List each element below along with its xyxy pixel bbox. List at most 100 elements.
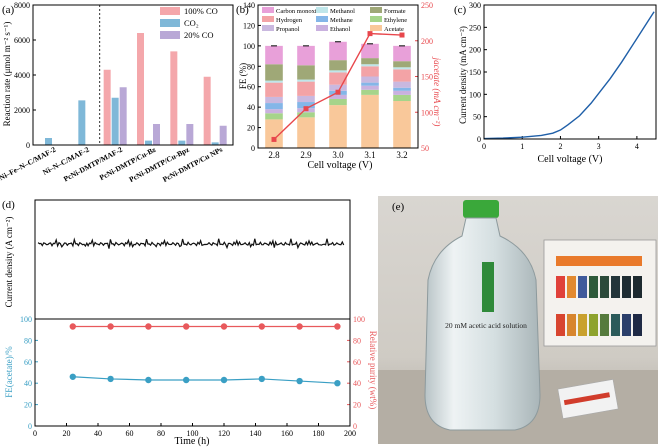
panel-d-bottom-plot: 0 20 40 60 80 100 0 20 40 60 80 100 0 20 40 60 80 100 120 1… <box>20 315 365 438</box>
b-seg-Ethylene-0 <box>265 113 283 120</box>
b-seg-Hydrogen-0 <box>265 82 283 97</box>
a-bar-CO-1 <box>78 100 86 145</box>
a-bar-CO-2 <box>111 97 119 145</box>
ph-swatch <box>633 314 642 336</box>
b-ytick-label: 140 <box>243 1 255 10</box>
panel-a: (a) Reaction rate (μmol m⁻² s⁻¹) 0 2000 40… <box>0 1 234 184</box>
panel-c: (c) Current density (mA cm⁻²) 0 50 100 150 2… <box>454 1 657 165</box>
b-seg-Formate-4 <box>393 61 411 68</box>
ph-swatch <box>556 314 565 336</box>
a-legend-label: 100% CO <box>184 6 218 16</box>
panel-b-xlabels: 2.8 2.9 3.0 3.1 3.2 <box>268 150 407 160</box>
a-bar-20CO-5 <box>219 125 227 145</box>
d-purity-point <box>258 323 265 330</box>
b-legend-swatch <box>316 16 328 22</box>
b-seg-Acetate-2 <box>329 105 347 148</box>
b-legend-label: Propanol <box>276 26 300 33</box>
d-xtick-label: 80 <box>157 429 165 438</box>
d-xtick-label: 120 <box>218 429 230 438</box>
ph-swatch <box>589 314 598 336</box>
d-xtick-label: 40 <box>94 429 102 438</box>
c-ytick-label: 0 <box>477 135 481 144</box>
b-legend-label: Methanol <box>330 8 355 15</box>
b-seg-Methanol-1 <box>297 79 315 82</box>
panel-d-bottom-y2label: Relative purity (wt%) <box>368 331 378 409</box>
b-y2tick-label: 50 <box>421 144 429 153</box>
b-seg-Propanol-1 <box>297 95 315 103</box>
panel-d-xlabel: Time (h) <box>175 436 210 447</box>
a-legend-swatch <box>160 7 180 15</box>
b-seg-Ethanol-4 <box>393 90 411 95</box>
b-jacetate-point <box>367 31 373 37</box>
d-xtick-label: 200 <box>344 429 356 438</box>
panel-c-curve <box>483 11 655 140</box>
b-legend-label: Acetate <box>384 26 404 33</box>
b-y2tick-label: 200 <box>421 37 433 46</box>
panel-b-legend: Carbon monoxide Methanol Formate Hydrogen Me… <box>262 7 407 33</box>
b-ytick-label: 80 <box>247 62 255 71</box>
panel-e-label: (e) <box>392 201 405 213</box>
a-xtick-label: PcNi-DMTP/Cu NPs <box>161 145 224 184</box>
c-ytick-label: 100 <box>469 90 481 99</box>
b-ytick-label: 60 <box>247 83 255 92</box>
b-seg-Hydrogen-2 <box>329 72 347 85</box>
d-ytick-label: 100 <box>20 315 32 324</box>
b-seg-Hydrogen-3 <box>361 66 379 77</box>
b-y2tick-label: 100 <box>421 108 433 117</box>
panel-b-frame <box>257 4 419 149</box>
d-fe-acetate-point <box>334 380 341 387</box>
b-seg-Propanol-2 <box>329 84 347 91</box>
c-xtick-label: 0 <box>482 142 486 151</box>
b-seg-Hydrogen-1 <box>297 81 315 96</box>
panel-a-frame <box>32 4 234 146</box>
a-bar-20CO-4 <box>186 124 194 145</box>
d-fe-acetate-point <box>296 377 303 385</box>
b-seg-Formate-3 <box>361 58 379 65</box>
b-seg-Carbonmonoxide-1 <box>297 45 315 66</box>
b-jacetate-point <box>271 136 277 142</box>
b-ytick-label: 120 <box>243 21 255 30</box>
ph-swatch <box>611 314 620 336</box>
b-xtick-label: 2.9 <box>300 150 312 160</box>
b-seg-Ethylene-2 <box>329 98 347 106</box>
c-xtick-label: 4 <box>635 142 639 151</box>
bottle-body <box>424 217 541 431</box>
b-seg-Methane-3 <box>361 82 379 86</box>
panel-d-bottom-frame <box>34 318 351 427</box>
panel-d-label: (d) <box>2 199 15 211</box>
d-purity-point <box>220 323 228 330</box>
d-y2tick-label: 60 <box>353 358 361 367</box>
d-purity-point <box>107 323 114 330</box>
b-seg-Propanol-0 <box>265 96 283 104</box>
b-seg-Propanol-4 <box>393 81 411 88</box>
b-xtick-label: 3.2 <box>396 150 407 160</box>
d-xtick-label: 180 <box>313 429 325 438</box>
b-seg-Ethanol-0 <box>265 109 283 114</box>
b-seg-Propanol-3 <box>361 76 379 83</box>
test-strip-in-bottle <box>482 262 494 312</box>
b-seg-Ethylene-4 <box>393 94 411 102</box>
d-purity-point <box>296 323 303 330</box>
d-ytick-label: 20 <box>24 401 32 410</box>
b-legend-swatch <box>262 7 274 13</box>
panel-b-line <box>271 31 405 142</box>
d-y2tick-label: 80 <box>353 336 361 345</box>
a-ytick-label: 0 <box>26 141 30 150</box>
b-seg-Hydrogen-4 <box>393 69 411 82</box>
b-y2tick-label: 250 <box>421 1 433 10</box>
ph-swatch <box>611 276 620 298</box>
c-xtick-label: 2 <box>558 142 562 151</box>
ph-swatch-row-2 <box>556 314 642 336</box>
a-ytick-label: 4000 <box>14 71 30 80</box>
a-bar-CO-5 <box>211 142 219 145</box>
panel-e-photo: (e) 20 mM acetic acid solution <box>378 196 658 444</box>
b-legend-label: Carbon monoxide <box>276 8 323 15</box>
panel-c-frame <box>483 4 657 140</box>
ph-swatch <box>567 314 576 336</box>
d-fe-acetate-line <box>72 376 338 384</box>
b-seg-Methanol-3 <box>361 64 379 67</box>
b-legend-label: Ethanol <box>330 26 350 33</box>
ph-swatch <box>567 276 576 298</box>
ph-swatch-row-1 <box>556 276 642 298</box>
